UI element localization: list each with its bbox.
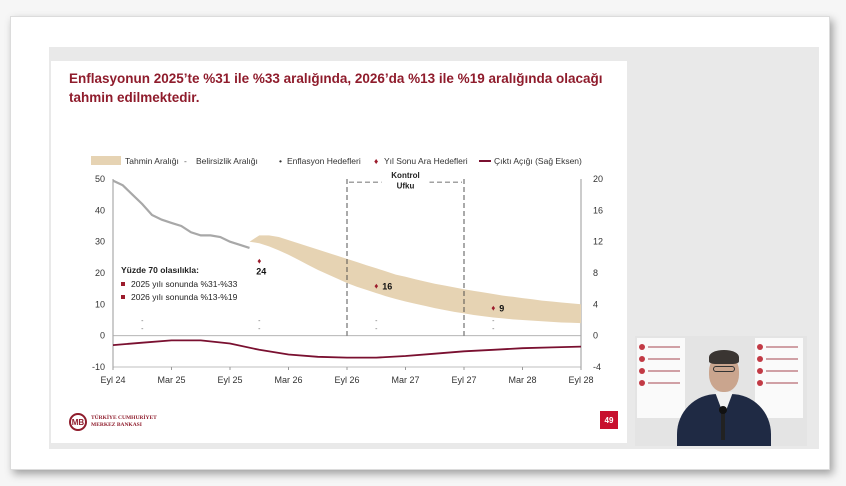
presentation-screen: Enflasyonun 2025’te %31 ile %33 aralığın… — [49, 47, 819, 449]
slide-title: Enflasyonun 2025’te %31 ile %33 aralığın… — [69, 71, 603, 105]
page-number: 49 — [600, 411, 618, 429]
x-tick-label: Eyl 25 — [217, 375, 242, 385]
tcmb-logo: MB TÜRKİYE CUMHURİYET MERKEZ BANKASI — [69, 413, 157, 431]
legend-label-uncertainty-range: Belirsizlik Aralığı — [196, 156, 258, 166]
legend-label-interim-targets: Yıl Sonu Ara Hedefleri — [384, 156, 468, 166]
legend-label-output-gap: Çıktı Açığı (Sağ Eksen) — [494, 156, 582, 166]
uncertainty-marker-upper: - — [258, 318, 261, 325]
uncertainty-marker-lower: - — [492, 326, 495, 333]
right-tick-label: 12 — [593, 237, 603, 247]
left-tick-label: -10 — [92, 362, 105, 372]
interim-target-marker: ♦ — [374, 282, 378, 291]
left-tick-label: 50 — [95, 174, 105, 184]
left-tick-label: 10 — [95, 299, 105, 309]
inflation-line — [112, 179, 250, 249]
slide: Enflasyonun 2025’te %31 ile %33 aralığın… — [51, 61, 627, 443]
left-tick-label: 0 — [100, 331, 105, 341]
probability-item: 2026 yılı sonunda %13-%19 — [131, 292, 238, 302]
uncertainty-marker-upper: - — [141, 318, 144, 325]
right-tick-label: 20 — [593, 174, 603, 184]
microphone-icon — [719, 406, 727, 414]
x-tick-label: Mar 28 — [508, 375, 536, 385]
logo-text: TÜRKİYE CUMHURİYET MERKEZ BANKASI — [91, 415, 157, 428]
output-gap-line — [112, 339, 582, 359]
glasses-icon — [713, 366, 735, 372]
right-tick-label: 8 — [593, 268, 598, 278]
photo-frame: Enflasyonun 2025’te %31 ile %33 aralığın… — [10, 16, 830, 470]
x-tick-label: Eyl 26 — [334, 375, 359, 385]
uncertainty-marker-lower: - — [375, 326, 378, 333]
inflation-chart: Tahmin Aralığı - Belirsizlik Aralığı • Enfla… — [91, 156, 603, 385]
x-tick-label: Eyl 24 — [100, 375, 125, 385]
uncertainty-marker-upper: - — [375, 318, 378, 325]
microphone-stand — [721, 410, 725, 440]
legend-label-forecast-range: Tahmin Aralığı — [125, 156, 179, 166]
control-horizon-label-line2: Ufku — [397, 181, 415, 190]
forecast-band — [249, 235, 581, 324]
left-tick-label: 20 — [95, 268, 105, 278]
left-tick-label: 30 — [95, 237, 105, 247]
backdrop-banner-left — [637, 338, 685, 418]
probability-bullet — [121, 282, 125, 286]
uncertainty-marker-lower: - — [258, 326, 261, 333]
tcmb-logo-icon: MB — [69, 413, 87, 431]
right-tick-label: 16 — [593, 205, 603, 215]
legend-symbol-uncertainty: - — [184, 156, 187, 166]
control-horizon-label-line1: Kontrol — [391, 171, 419, 180]
speaker-hair — [709, 350, 739, 364]
interim-target-label: 16 — [382, 282, 392, 292]
legend-swatch-forecast-range — [91, 156, 121, 165]
probability-heading: Yüzde 70 olasılıkla: — [121, 265, 199, 275]
x-tick-label: Eyl 28 — [568, 375, 593, 385]
x-tick-label: Mar 26 — [274, 375, 302, 385]
legend-symbol-interim-targets: ♦ — [374, 156, 379, 166]
interim-target-label: 9 — [499, 303, 504, 313]
right-tick-label: 4 — [593, 299, 598, 309]
probability-item: 2025 yılı sonunda %31-%33 — [131, 279, 238, 289]
backdrop-banner-right — [755, 338, 803, 418]
legend-symbol-inflation-targets: • — [279, 156, 282, 166]
right-tick-label: -4 — [593, 362, 601, 372]
uncertainty-marker-upper: - — [492, 318, 495, 325]
speaker-video — [635, 336, 807, 446]
interim-target-marker: ♦ — [257, 256, 261, 265]
x-tick-label: Mar 25 — [157, 375, 185, 385]
right-tick-label: 0 — [593, 331, 598, 341]
interim-target-label: 24 — [256, 266, 266, 276]
control-horizon-label-bg — [381, 174, 430, 199]
x-tick-label: Mar 27 — [391, 375, 419, 385]
interim-target-marker: ♦ — [491, 303, 495, 312]
legend-label-inflation-targets: Enflasyon Hedefleri — [287, 156, 361, 166]
uncertainty-marker-lower: - — [141, 326, 144, 333]
probability-bullet — [121, 295, 125, 299]
left-tick-label: 40 — [95, 205, 105, 215]
x-tick-label: Eyl 27 — [451, 375, 476, 385]
